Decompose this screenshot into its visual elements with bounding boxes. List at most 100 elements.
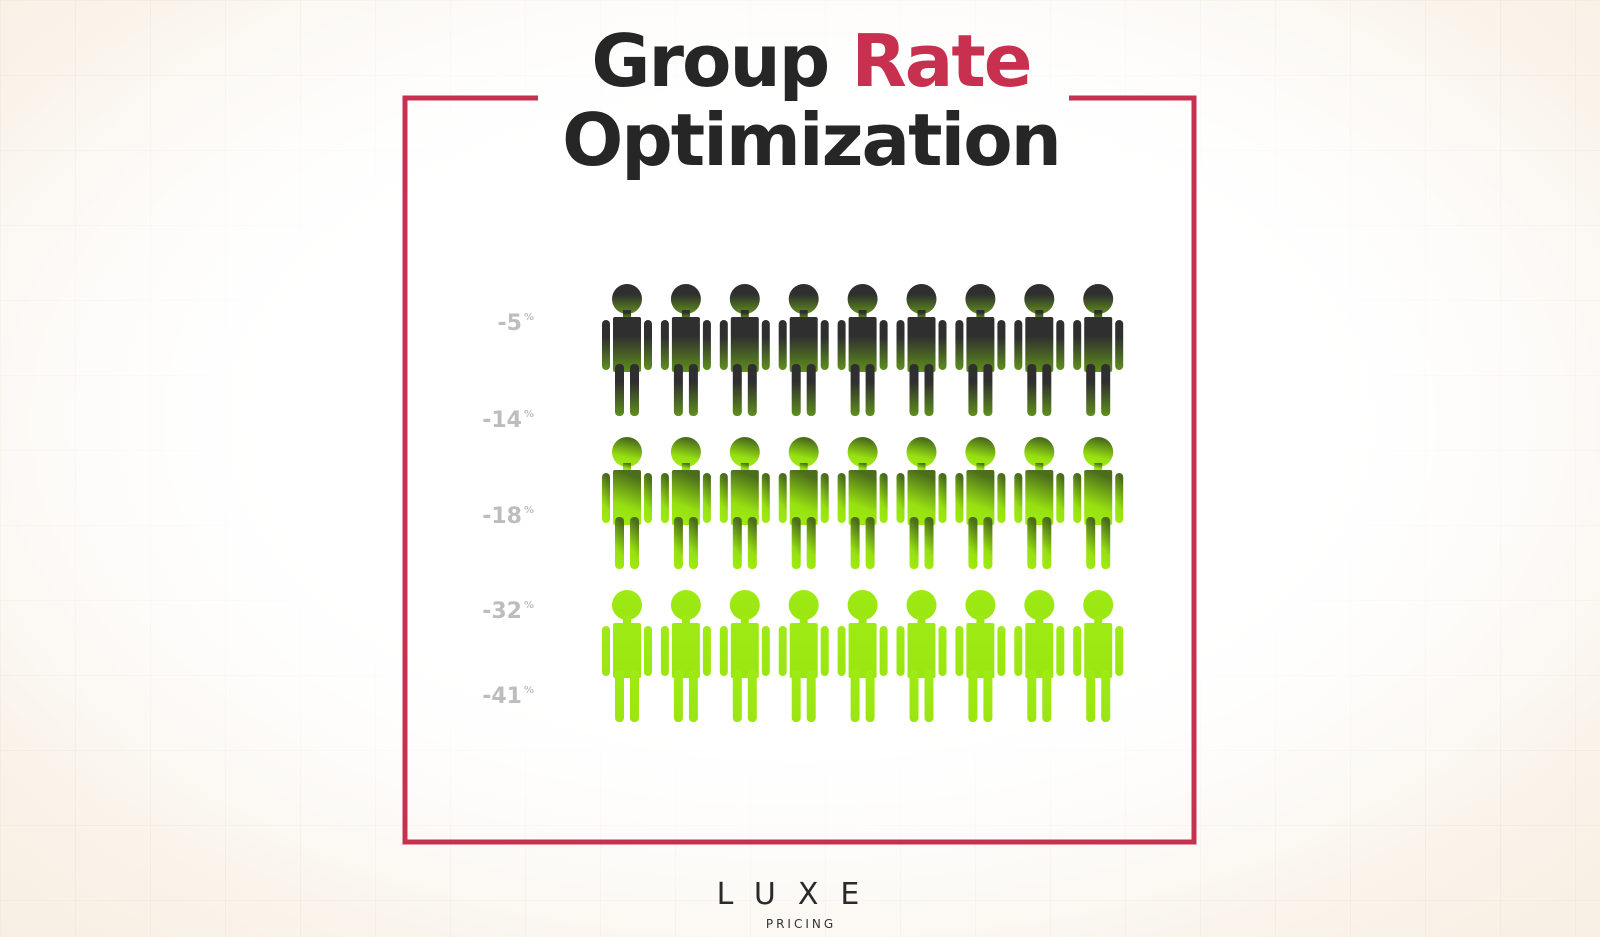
person-leg	[850, 517, 860, 569]
person-icon	[778, 437, 829, 569]
person-leg	[747, 670, 757, 722]
person-torso	[848, 317, 877, 372]
person-torso	[789, 623, 818, 678]
person-leg	[1101, 670, 1111, 722]
person-leg	[1027, 517, 1037, 569]
person-icon	[837, 590, 888, 722]
person-leg	[791, 364, 801, 416]
person-head	[847, 590, 878, 620]
person-leg	[615, 517, 624, 569]
title-part: Group	[591, 19, 828, 103]
person-head	[788, 437, 819, 467]
person-torso	[730, 317, 759, 372]
person-arm	[602, 320, 610, 370]
person-arm	[955, 626, 964, 676]
person-neck	[858, 463, 867, 471]
person-leg	[924, 670, 934, 722]
person-leg	[1086, 670, 1096, 722]
person-head	[788, 284, 819, 314]
title-line: Optimization	[562, 98, 1060, 182]
person-arm	[602, 473, 610, 523]
person-arm	[644, 473, 652, 523]
person-head	[965, 437, 996, 467]
person-icon	[660, 590, 711, 722]
person-torso	[1025, 317, 1054, 372]
person-leg	[1101, 364, 1111, 416]
person-leg	[615, 364, 624, 416]
person-torso	[1084, 623, 1113, 678]
person-leg	[791, 670, 801, 722]
person-leg	[791, 517, 801, 569]
person-neck	[740, 616, 749, 624]
person-arm	[837, 626, 846, 676]
brand-name: LUXE	[717, 877, 882, 912]
person-neck	[858, 616, 867, 624]
person-arm	[938, 320, 947, 370]
person-icon	[602, 437, 652, 569]
person-head	[788, 590, 819, 620]
person-neck	[1094, 463, 1103, 471]
person-neck	[1035, 616, 1044, 624]
person-neck	[681, 616, 690, 624]
scale-unit: %	[524, 600, 534, 611]
person-leg	[850, 670, 860, 722]
person-arm	[938, 473, 947, 523]
person-torso	[966, 470, 995, 525]
person-torso	[671, 470, 700, 525]
person-arm	[1073, 320, 1082, 370]
person-leg	[806, 670, 816, 722]
person-neck	[799, 463, 808, 471]
person-leg	[1086, 364, 1096, 416]
person-leg	[673, 517, 683, 569]
person-leg	[924, 517, 934, 569]
person-head	[1083, 284, 1114, 314]
person-head	[906, 284, 937, 314]
person-leg	[865, 517, 875, 569]
person-head	[670, 590, 701, 620]
person-leg	[1101, 517, 1111, 569]
person-leg	[732, 670, 742, 722]
scale-number: -14	[482, 408, 522, 433]
person-leg	[615, 670, 624, 722]
person-icon	[1073, 284, 1124, 416]
person-leg	[924, 364, 934, 416]
brand-tagline: PRICING	[766, 917, 836, 931]
person-leg	[850, 364, 860, 416]
person-head	[670, 437, 701, 467]
person-leg	[1027, 364, 1037, 416]
scale-number: -41	[482, 684, 522, 709]
person-arm	[1014, 320, 1023, 370]
person-leg	[968, 670, 978, 722]
person-torso	[671, 623, 700, 678]
person-neck	[623, 616, 631, 624]
person-icon	[719, 437, 770, 569]
person-arm	[837, 320, 846, 370]
person-leg	[806, 364, 816, 416]
person-arm	[879, 626, 888, 676]
person-icon	[955, 284, 1006, 416]
person-arm	[1115, 473, 1124, 523]
person-leg	[865, 670, 875, 722]
person-head	[1024, 284, 1055, 314]
scale-number: -5	[498, 311, 522, 336]
person-neck	[681, 463, 690, 471]
person-arm	[702, 626, 711, 676]
person-icon	[602, 590, 652, 722]
person-icon	[1073, 437, 1124, 569]
person-torso	[613, 317, 641, 372]
person-torso	[1084, 470, 1113, 525]
person-neck	[799, 616, 808, 624]
person-arm	[644, 626, 652, 676]
person-icon	[778, 284, 829, 416]
person-icon	[602, 284, 652, 416]
frame	[402, 95, 1197, 845]
person-arm	[761, 626, 770, 676]
person-leg	[673, 670, 683, 722]
person-leg	[865, 364, 875, 416]
person-neck	[740, 463, 749, 471]
person-arm	[820, 320, 829, 370]
person-leg	[747, 364, 757, 416]
person-torso	[613, 623, 641, 678]
person-head	[906, 437, 937, 467]
